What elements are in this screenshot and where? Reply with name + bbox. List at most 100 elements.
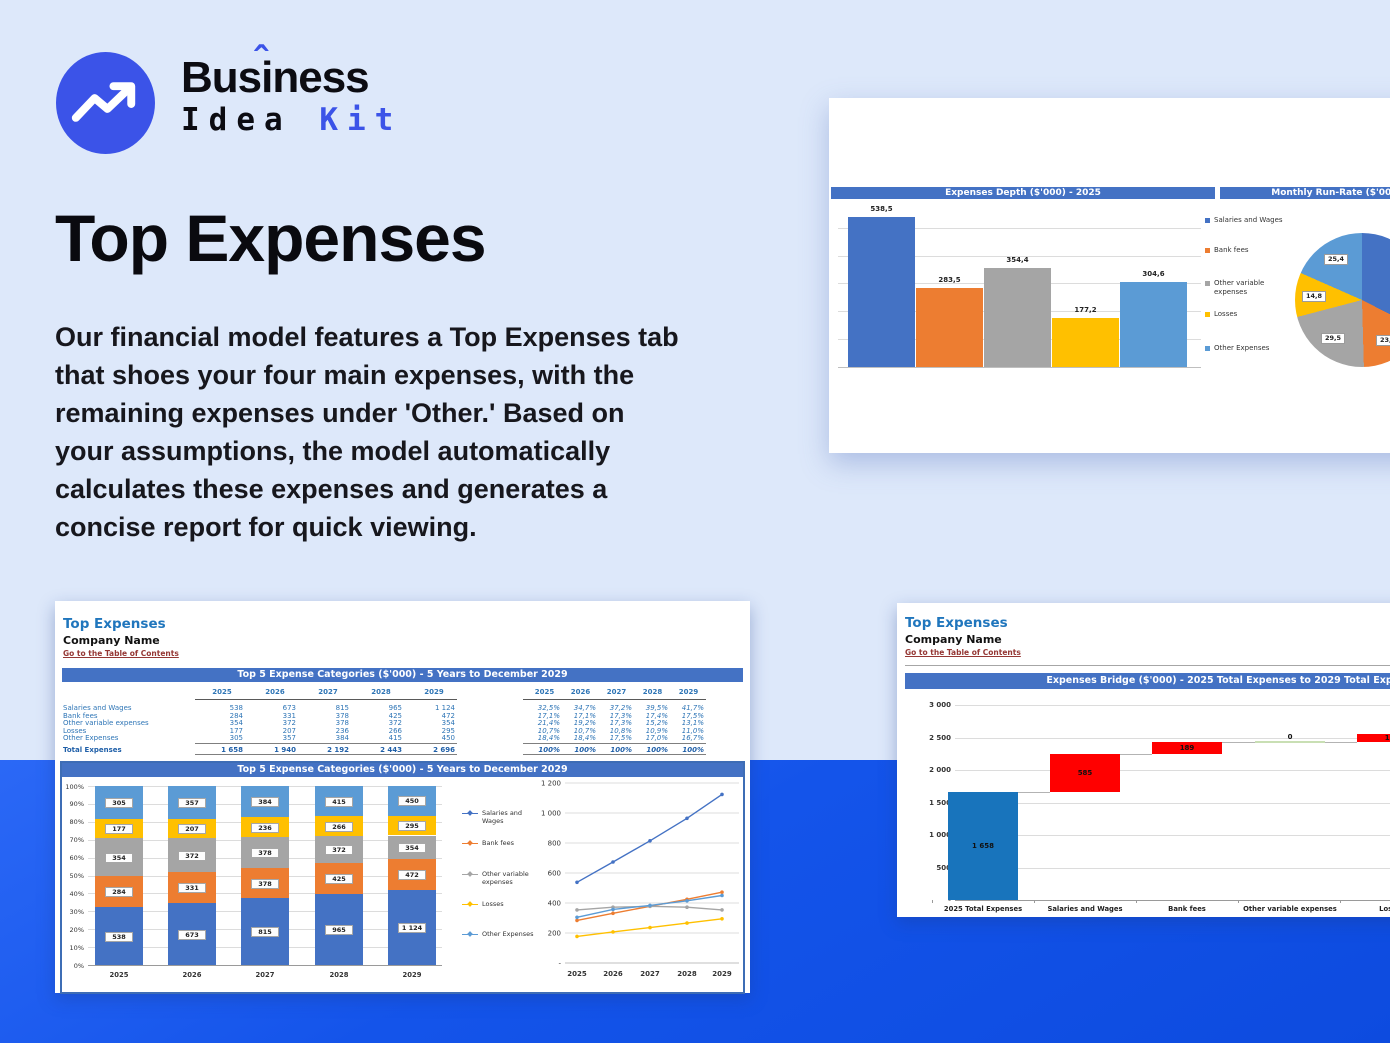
total-value: 2 696: [433, 745, 455, 754]
data-point: [648, 903, 652, 908]
data-point: [720, 917, 724, 921]
cell-pct: 18,4%: [573, 734, 596, 742]
x-tick-label: 2029: [712, 970, 732, 978]
rule: [523, 754, 706, 755]
excel-sheet-bridge: Top Expenses Company Name Go to the Tabl…: [897, 603, 1390, 917]
bar: [948, 792, 1018, 900]
cell-pct: 10,7%: [537, 726, 560, 735]
y-tick-label: 80%: [69, 818, 84, 827]
cell-pct: 17,1%: [573, 711, 596, 720]
axis-tick: [1136, 900, 1137, 903]
y-tick-label: 1 500: [929, 798, 951, 807]
segment-label: 372: [178, 850, 206, 861]
cell-pct: 17,1%: [537, 711, 560, 720]
cell-pct: 10,9%: [645, 726, 668, 735]
divider: [905, 665, 1390, 666]
data-point: [575, 908, 579, 912]
brand-logo: [56, 52, 155, 154]
sheet-company: Company Name: [63, 634, 160, 647]
cell-value: 425: [388, 711, 402, 720]
legend-marker: [467, 839, 473, 846]
cell-value: 295: [441, 726, 455, 735]
segment-label: 295: [398, 821, 426, 832]
y-tick-label: 30%: [69, 907, 84, 916]
x-tick-label: 2029: [402, 971, 422, 979]
expenses-depth-bar-chart: 538,5 283,5 354,4 177,2 304,6: [838, 200, 1203, 375]
rule: [195, 698, 457, 700]
legend-label: Losses: [1214, 310, 1238, 318]
bar-chart-header: Expenses Depth ($'000) - 2025: [831, 187, 1215, 199]
y-tick-label: 3 000: [929, 701, 951, 709]
bar: [1255, 740, 1325, 744]
year-header: 2027: [318, 688, 338, 696]
y-tick-label: 400: [548, 900, 561, 908]
segment-label: 372: [325, 845, 353, 855]
axis-tick: [1340, 900, 1341, 903]
axis-line: [838, 367, 1201, 368]
excel-sheet-top5: Top Expenses Company Name Go to the Tabl…: [55, 601, 750, 994]
expense-table: 2025 2025 2026 2026 2027 2027 2028 2028 2029 2029…: [55, 686, 750, 761]
pie-label: 14,8: [1302, 291, 1326, 302]
cell-value: 236: [335, 726, 349, 735]
y-tick-label: 2 500: [929, 733, 951, 742]
data-point: [611, 930, 615, 934]
segment-label: 673: [178, 929, 206, 940]
connector-line: [1018, 792, 1050, 794]
y-tick-label: 50%: [69, 872, 84, 880]
data-point: [720, 890, 724, 894]
cell-pct: 17,0%: [645, 734, 668, 742]
table-of-contents-link[interactable]: Go to the Table of Contents: [63, 649, 179, 658]
cell-value: 177: [229, 726, 243, 735]
y-tick-label: 1 200: [541, 780, 561, 788]
segment-label: 415: [325, 796, 353, 807]
segment-label: 177: [105, 824, 133, 834]
legend-marker: [467, 809, 473, 816]
axis-tick: [1238, 900, 1239, 903]
y-tick-label: 70%: [69, 836, 84, 845]
y-tick-label: 10%: [69, 943, 84, 952]
line-series: [576, 793, 723, 883]
table-of-contents-link[interactable]: Go to the Table of Contents: [905, 648, 1021, 657]
cell-value: 331: [282, 711, 296, 720]
year-header: 2027: [606, 688, 627, 696]
legend-item: Other variable expenses: [462, 870, 540, 890]
cell-value: 965: [388, 704, 402, 712]
pie-label: 23,6: [1376, 335, 1390, 346]
cell-pct: 10,8%: [609, 726, 632, 735]
total-value: 2 443: [380, 745, 402, 754]
data-point: [685, 816, 689, 821]
value-label: 0: [1287, 732, 1293, 741]
bar: [848, 217, 915, 367]
brand-wordmark: Busi ˆ ness Idea Kit: [181, 39, 402, 139]
data-point: [575, 934, 579, 939]
bar: [1152, 741, 1222, 755]
legend-marker: [467, 870, 473, 877]
cell-value: 207: [282, 726, 296, 735]
total-pct: 100%: [538, 745, 560, 754]
legend-item: Salaries and Wages: [462, 809, 540, 829]
y-tick-label: 1 000: [929, 831, 951, 839]
y-tick-label: -: [948, 896, 951, 904]
y-tick-label: 100%: [65, 782, 84, 791]
cell-pct: 16,7%: [681, 734, 704, 742]
top-chart-card: Expenses Depth ($'000) - 2025 Monthly Ru…: [829, 98, 1390, 453]
legend-marker: [1205, 312, 1210, 317]
y-tick-label: 500: [936, 863, 951, 872]
grid-line: [955, 705, 1390, 706]
segment-label: 354: [105, 852, 133, 863]
segment-label: 354: [398, 842, 426, 853]
row-label: Salaries and Wages: [63, 704, 132, 712]
data-point: [575, 915, 579, 920]
year-header: 2026: [570, 688, 591, 696]
x-tick-label: 2025 Total Expenses: [943, 905, 1023, 913]
x-tick-label: 2026: [182, 971, 202, 979]
segment-label: 207: [178, 824, 206, 834]
cell-value: 538: [229, 704, 243, 712]
line-chart-svg: - 200 400 600 800 1 000 1 200 2025 2026 2027 2028 2…: [541, 780, 739, 978]
cell-value: 815: [335, 704, 349, 712]
legend-label: Bank fees: [482, 839, 515, 847]
brand-line1: Busi ˆ ness: [181, 39, 370, 102]
cell-pct: 11,0%: [681, 726, 704, 735]
value-label: 118: [1384, 733, 1390, 742]
value-label: 304,6: [1142, 270, 1165, 279]
